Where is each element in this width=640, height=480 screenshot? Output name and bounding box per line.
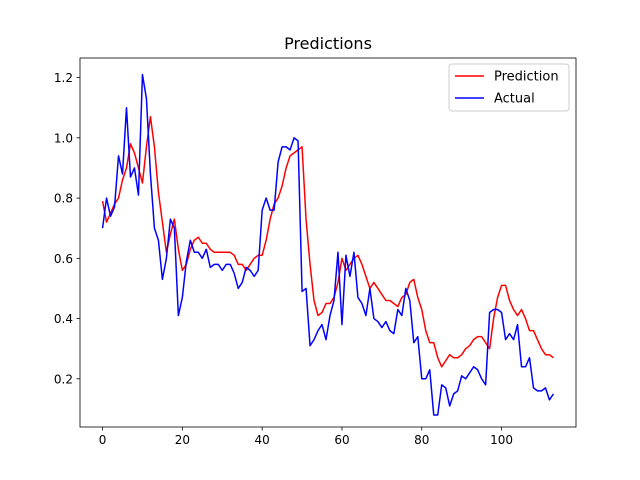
- y-axis-ticks: 0.2 0.4 0.6 0.8 1.0 1.2: [54, 71, 80, 386]
- x-tick-label: 20: [175, 433, 190, 447]
- series-line-prediction: [101, 115, 554, 368]
- x-tick-label: 60: [334, 433, 349, 447]
- series-lines: [101, 73, 555, 416]
- y-tick-label: 0.8: [54, 192, 73, 206]
- legend-label-actual: Actual: [494, 92, 535, 107]
- legend: Prediction Actual: [448, 63, 570, 112]
- x-axis-ticks: 0 20 40 60 80 100: [99, 427, 513, 447]
- series-line-actual: [101, 73, 555, 416]
- legend-label-prediction: Prediction: [494, 70, 559, 85]
- chart-title: Predictions: [284, 34, 372, 53]
- x-tick-label: 0: [99, 433, 107, 447]
- y-tick-label: 1.2: [54, 71, 73, 85]
- y-tick-label: 0.2: [54, 372, 73, 386]
- plot-frame: [79, 57, 577, 428]
- y-tick-label: 1.0: [54, 131, 73, 145]
- y-tick-label: 0.4: [54, 312, 73, 326]
- x-tick-label: 80: [414, 433, 429, 447]
- x-tick-label: 100: [490, 433, 513, 447]
- y-tick-label: 0.6: [54, 252, 73, 266]
- x-tick-label: 40: [255, 433, 270, 447]
